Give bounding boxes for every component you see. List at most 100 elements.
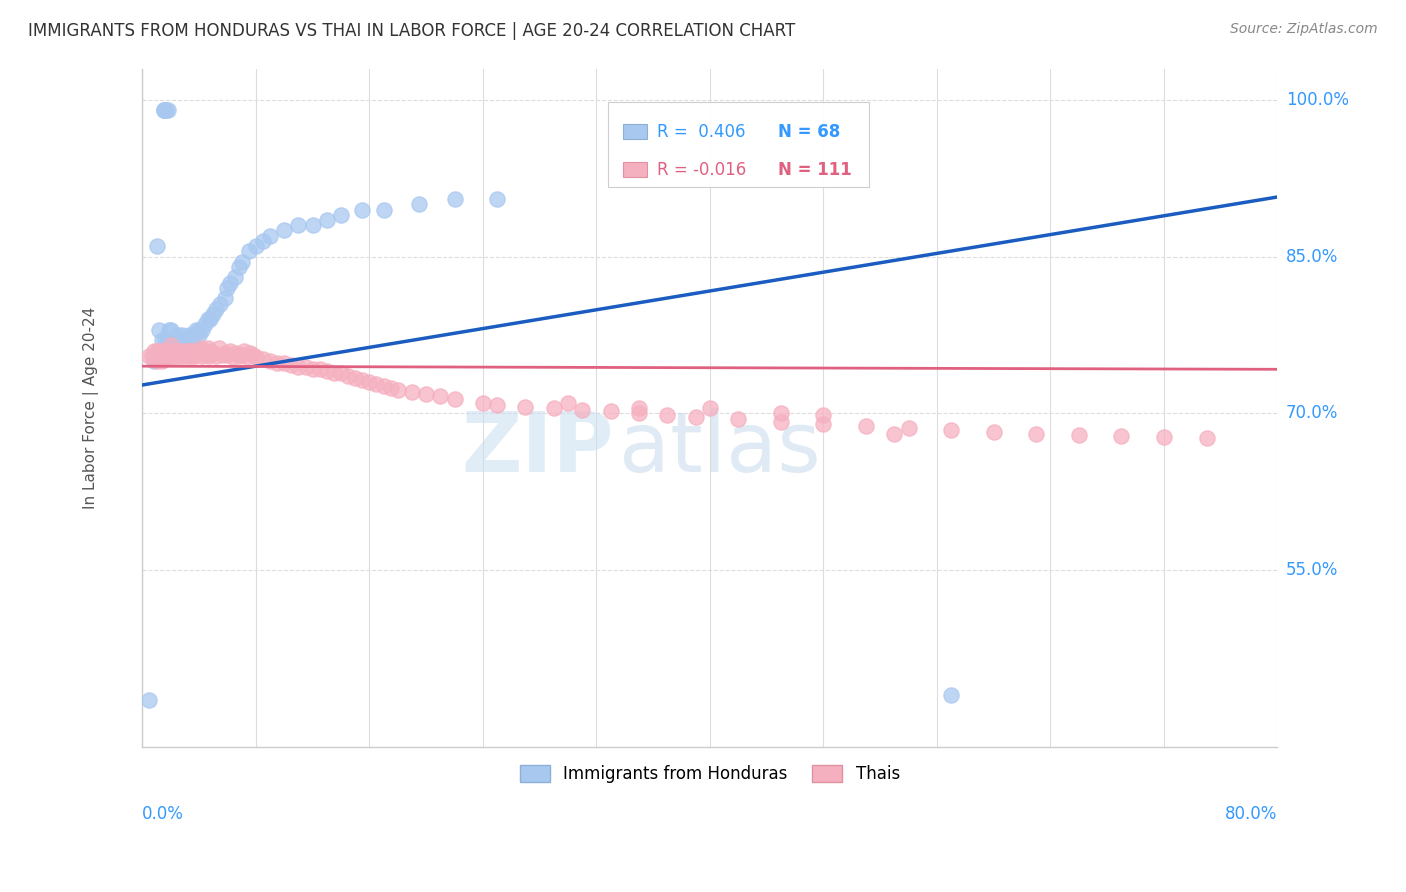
- Point: [184, 327, 207, 342]
- Point: [156, 103, 179, 118]
- Point: [208, 342, 231, 356]
- Point: [160, 349, 183, 363]
- Point: [165, 333, 187, 347]
- Point: [146, 343, 169, 358]
- Point: [167, 345, 190, 359]
- Point: [266, 356, 288, 370]
- Point: [315, 364, 337, 378]
- Point: [157, 323, 180, 337]
- Point: [188, 323, 211, 337]
- Point: [153, 349, 176, 363]
- Legend: Immigrants from Honduras, Thais: Immigrants from Honduras, Thais: [513, 758, 907, 790]
- Point: [150, 333, 173, 347]
- Point: [486, 398, 509, 412]
- Point: [162, 343, 184, 358]
- Text: 70.0%: 70.0%: [1286, 404, 1339, 422]
- Point: [166, 338, 188, 352]
- Point: [245, 350, 267, 364]
- Point: [152, 343, 174, 358]
- Point: [769, 415, 792, 429]
- Text: In Labor Force | Age 20-24: In Labor Force | Age 20-24: [83, 307, 100, 509]
- Point: [217, 281, 239, 295]
- Point: [214, 345, 236, 359]
- Text: 0.0%: 0.0%: [142, 805, 184, 822]
- Text: R =  0.406: R = 0.406: [657, 122, 745, 141]
- Point: [1025, 427, 1047, 442]
- Point: [222, 350, 245, 364]
- Point: [1111, 429, 1133, 443]
- Point: [259, 354, 281, 368]
- Point: [515, 400, 537, 414]
- Point: [1153, 430, 1175, 444]
- Point: [543, 401, 565, 415]
- Point: [408, 197, 430, 211]
- Point: [380, 381, 402, 395]
- Point: [401, 385, 423, 400]
- Point: [301, 362, 323, 376]
- Point: [415, 387, 437, 401]
- Point: [322, 367, 344, 381]
- Point: [239, 345, 262, 359]
- Point: [769, 406, 792, 420]
- Point: [308, 362, 330, 376]
- Point: [180, 343, 202, 358]
- Point: [174, 345, 197, 359]
- Point: [183, 333, 205, 347]
- Point: [169, 343, 191, 358]
- Point: [337, 368, 360, 383]
- Point: [181, 327, 204, 342]
- Point: [225, 345, 247, 359]
- Point: [152, 349, 174, 363]
- Bar: [623, 124, 648, 139]
- Point: [145, 343, 167, 358]
- Point: [163, 349, 186, 363]
- Point: [197, 312, 219, 326]
- Point: [242, 348, 264, 362]
- Point: [1195, 431, 1218, 445]
- Point: [301, 218, 323, 232]
- Point: [813, 409, 835, 423]
- Point: [217, 348, 239, 362]
- Point: [214, 291, 236, 305]
- Point: [145, 239, 167, 253]
- Point: [166, 349, 188, 363]
- Point: [219, 343, 242, 358]
- Bar: [623, 162, 648, 178]
- Point: [200, 343, 222, 358]
- Text: ZIP: ZIP: [461, 409, 613, 489]
- Point: [165, 343, 187, 358]
- Point: [813, 417, 835, 431]
- Point: [152, 103, 174, 118]
- Point: [190, 342, 212, 356]
- Point: [233, 343, 256, 358]
- Point: [195, 348, 218, 362]
- Point: [699, 401, 721, 415]
- Point: [157, 343, 180, 358]
- Point: [939, 688, 962, 702]
- Point: [177, 343, 200, 358]
- Point: [150, 354, 173, 368]
- Point: [219, 276, 242, 290]
- Point: [252, 351, 274, 366]
- Point: [141, 349, 163, 363]
- Point: [167, 343, 190, 358]
- Point: [557, 395, 579, 409]
- Point: [179, 349, 201, 363]
- Point: [287, 218, 309, 232]
- Point: [373, 379, 395, 393]
- Point: [152, 103, 174, 118]
- Point: [148, 323, 170, 337]
- Point: [352, 373, 374, 387]
- Point: [160, 349, 183, 363]
- Point: [236, 350, 259, 364]
- Point: [170, 333, 193, 347]
- Point: [191, 323, 214, 337]
- Point: [387, 383, 409, 397]
- Point: [188, 345, 211, 359]
- Text: atlas: atlas: [619, 409, 821, 489]
- Point: [315, 213, 337, 227]
- Point: [149, 343, 172, 358]
- Point: [228, 260, 250, 274]
- Point: [443, 192, 465, 206]
- Point: [205, 349, 228, 363]
